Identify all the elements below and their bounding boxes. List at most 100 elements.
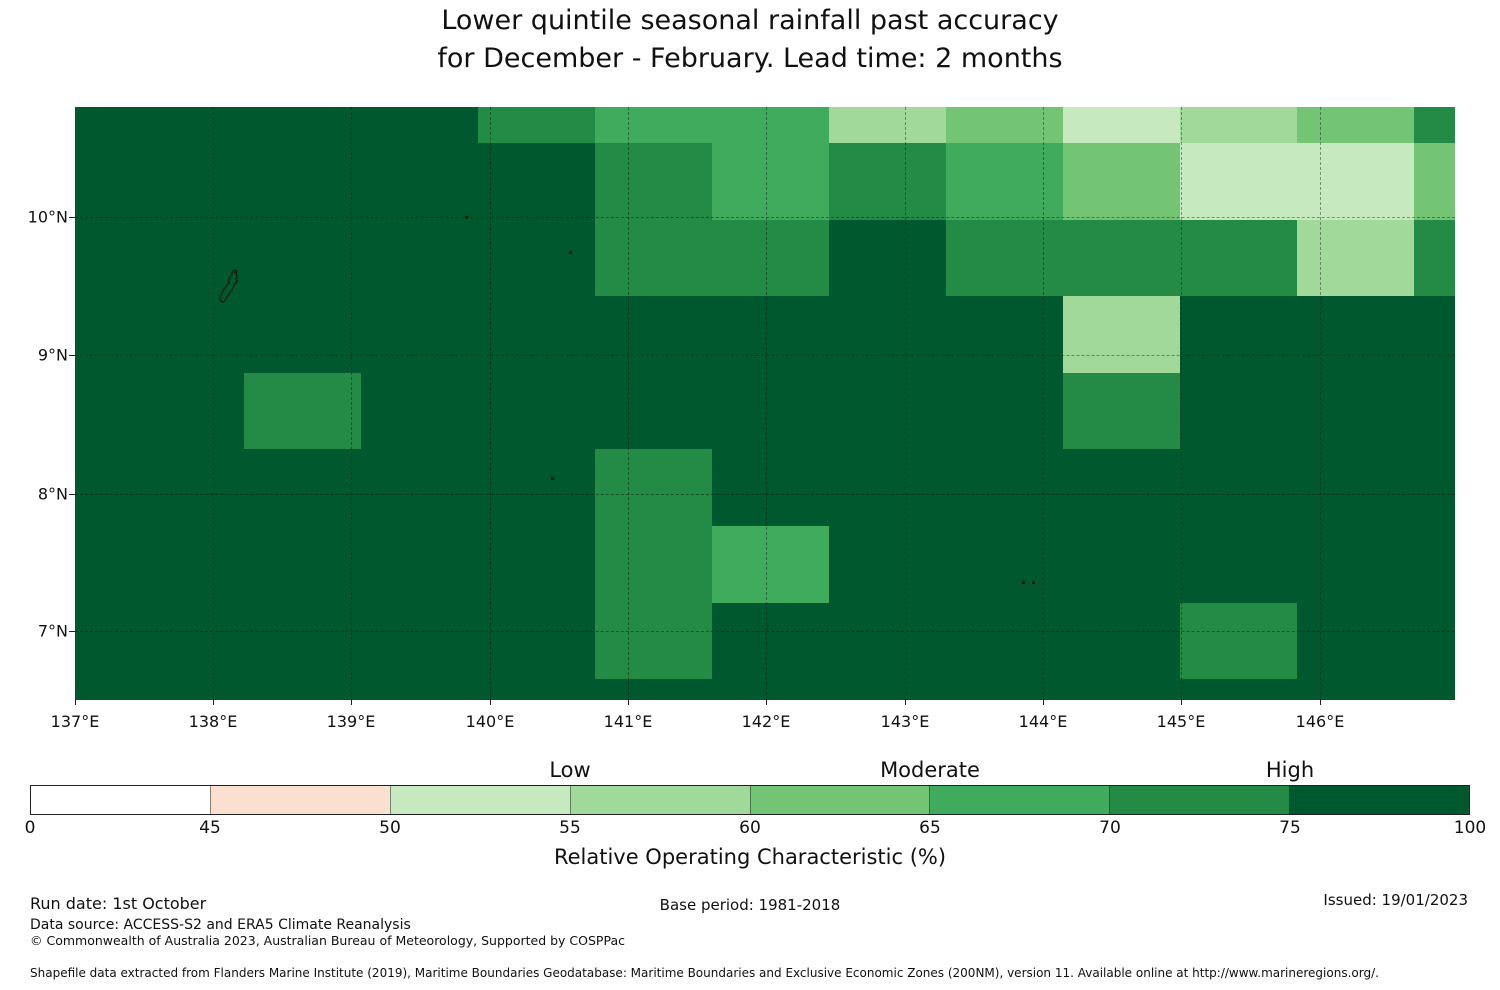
x-axis-tick-mark [905,700,906,705]
map-cell [127,219,245,297]
map-cell [595,526,713,604]
map-cell [1297,449,1415,527]
map-cell [1063,219,1181,297]
gridline-vertical [1181,107,1182,700]
x-axis-tick-mark [351,700,352,705]
map-cell [1063,143,1181,221]
map-cell [1063,679,1181,700]
map-cell [1414,296,1455,374]
y-axis-tick-label: 7°N [37,621,68,641]
x-axis-tick-mark [1043,700,1044,705]
colorbar-tick-label: 65 [919,818,941,838]
colorbar-tick-label: 60 [739,818,761,838]
map-cell [1414,602,1455,680]
map-cell [127,296,245,374]
map-cell [1297,219,1415,297]
map-cell [829,219,947,297]
map-cell [595,372,713,450]
map-cell [75,602,128,680]
map-cell [1414,219,1455,297]
x-axis-tick-label: 143°E [880,712,930,731]
map-cell [1180,679,1298,700]
gridline-horizontal [75,355,1455,356]
map-cell [478,219,596,297]
colorbar-segment [569,786,750,814]
colorbar-segment [31,786,210,814]
map-cell [1414,107,1455,144]
map-cell [829,296,947,374]
map-cell [75,372,128,450]
map-cell [1063,602,1181,680]
map-cell [127,449,245,527]
map-cell [127,372,245,450]
islet-dot [465,216,468,219]
gridline-vertical [490,107,491,700]
map-cell [829,143,947,221]
map-cell [244,143,362,221]
colorbar-category-label: Moderate [880,758,980,782]
map-cell [1180,372,1298,450]
gridline-vertical [213,107,214,700]
colorbar-tick-label: 0 [24,818,36,838]
map-cell [595,219,713,297]
gridline-vertical [905,107,906,700]
map-cell [1297,679,1415,700]
x-axis-tick-mark [1320,700,1321,705]
map-cell [946,219,1064,297]
map-cell [361,107,479,144]
map-cell [478,679,596,700]
map-cell [595,679,713,700]
colorbar-category-label: High [1265,758,1315,782]
map-cell [1063,526,1181,604]
islet-dot [569,251,572,254]
chart-title-line2: for December - February. Lead time: 2 mo… [437,43,1063,74]
gridline-vertical [351,107,352,700]
map-cell [595,143,713,221]
map-cell [946,449,1064,527]
map-cell [478,107,596,144]
map-cell [127,107,245,144]
islet-dot [1022,581,1025,584]
map-cell [1414,143,1455,221]
colorbar-tick-label: 75 [1279,818,1301,838]
map-cell [127,679,245,700]
map-cell [1063,372,1181,450]
colorbar-segment [209,786,390,814]
colorbar-tick-label: 55 [559,818,581,838]
map-cell [244,526,362,604]
x-axis-tick-label: 138°E [188,712,238,731]
map-cell [75,296,128,374]
map-cell [361,449,479,527]
map-cell [829,526,947,604]
x-axis-tick-mark [628,700,629,705]
x-axis-tick-mark [1181,700,1182,705]
map-cell [712,107,830,144]
map-cell [829,107,947,144]
island-outline [219,269,239,303]
colorbar-tick-label: 70 [1099,818,1121,838]
map-cell [127,602,245,680]
map-cell [595,296,713,374]
map-cell [478,143,596,221]
x-axis-tick-mark [213,700,214,705]
shapefile-attribution-text: Shapefile data extracted from Flanders M… [30,966,1379,980]
map-cell [244,372,362,450]
map-cell [712,296,830,374]
map-cell [75,219,128,297]
x-axis-tick-label: 145°E [1156,712,1206,731]
gridline-horizontal [75,494,1455,495]
map-cell [361,602,479,680]
map-cell [244,296,362,374]
y-axis-tick-mark [69,355,75,356]
map-cell [946,602,1064,680]
colorbar-tick-label: 100 [1453,818,1487,838]
gridline-vertical [628,107,629,700]
gridline-vertical [766,107,767,700]
map-cell [1414,679,1455,700]
map-cell [1180,219,1298,297]
map-cell [244,679,362,700]
x-axis-tick-label: 144°E [1018,712,1068,731]
map-cell [1180,602,1298,680]
x-axis-tick-mark [490,700,491,705]
